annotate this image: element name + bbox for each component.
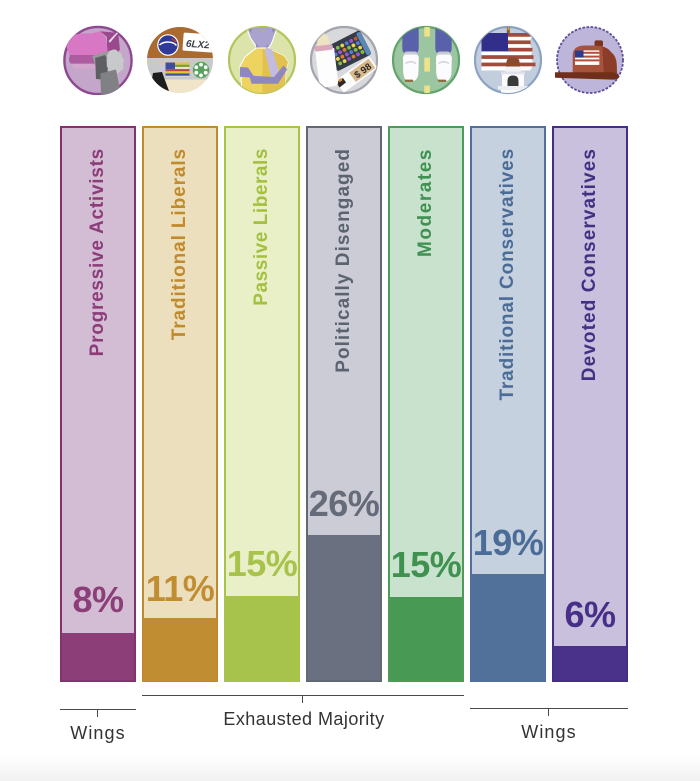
svg-text:6LX2: 6LX2 bbox=[186, 39, 211, 52]
